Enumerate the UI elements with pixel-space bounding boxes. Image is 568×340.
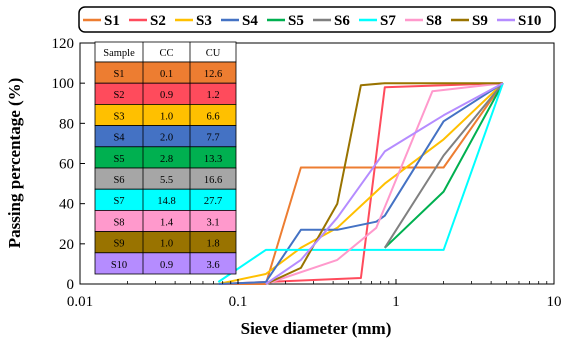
legend-label-s5: S5 <box>288 13 304 29</box>
table-cell: S10 <box>111 260 127 271</box>
table-cell: S8 <box>113 217 124 228</box>
series-line-s9 <box>265 82 503 285</box>
x-tick-label: 10 <box>547 294 562 310</box>
table-cell: S1 <box>113 69 124 80</box>
x-axis-title: Sieve diameter (mm) <box>241 319 392 338</box>
table-cell: 1.2 <box>206 90 219 101</box>
y-tick-label: 0 <box>67 277 75 293</box>
series-line-s3 <box>218 82 504 285</box>
cc-cu-table: Sample CC CU S1 0.1 12.6 S2 0.9 1.2 S3 1.0 6.6 S4 2.0… <box>94 41 237 275</box>
series-line-s6 <box>383 82 504 249</box>
table-cell: 1.4 <box>160 217 174 228</box>
series-layer <box>217 82 504 285</box>
x-tick-label: 1 <box>392 294 400 310</box>
table-cell: 3.1 <box>206 217 219 228</box>
series-line-s5 <box>384 82 504 249</box>
y-tick-label: 100 <box>52 76 75 92</box>
legend-label-s8: S8 <box>426 13 442 29</box>
table-cell: 0.9 <box>160 90 173 101</box>
table-cell: 2.0 <box>160 133 173 144</box>
x-tick-label: 0.1 <box>229 294 248 310</box>
y-tick-label: 20 <box>59 237 74 253</box>
legend-label-s9: S9 <box>472 13 488 29</box>
series-line-s10 <box>265 82 504 285</box>
table-cell: S5 <box>113 154 124 165</box>
table-cell: S2 <box>113 90 124 101</box>
table-cell: S4 <box>113 133 125 144</box>
legend-label-s1: S1 <box>104 13 120 29</box>
series-line-s4 <box>218 82 504 285</box>
y-tick-label: 120 <box>52 36 75 52</box>
table-cell: 0.9 <box>160 260 173 271</box>
series-line-s7 <box>217 82 504 283</box>
table-cell: 3.6 <box>206 260 219 271</box>
table-cell: 13.3 <box>204 154 222 165</box>
legend-label-s3: S3 <box>196 13 212 29</box>
legend-label-s6: S6 <box>334 13 350 29</box>
x-tick-label: 0.01 <box>67 294 93 310</box>
y-tick-label: 80 <box>59 116 74 132</box>
legend-label-s10: S10 <box>518 13 541 29</box>
series-line-s2 <box>218 82 503 285</box>
table-header-cell: CC <box>159 48 173 59</box>
table-cell: 1.8 <box>206 239 219 250</box>
table-cell: 27.7 <box>204 196 222 207</box>
table-cell: S7 <box>113 196 124 207</box>
table-cell: 2.8 <box>160 154 173 165</box>
table-cell: 6.6 <box>206 111 219 122</box>
series-line-s8 <box>265 82 504 285</box>
table-cell: 14.8 <box>157 196 175 207</box>
y-tick-label: 60 <box>59 157 74 173</box>
legend-label-s4: S4 <box>242 13 258 29</box>
table-cell: S6 <box>113 175 124 186</box>
table-cell: 7.7 <box>206 133 219 144</box>
legend-label-s2: S2 <box>150 13 166 29</box>
legend-label-s7: S7 <box>380 13 396 29</box>
table-cell: 12.6 <box>204 69 222 80</box>
table-cell: 5.5 <box>160 175 173 186</box>
table-header-cell: Sample <box>103 48 135 59</box>
table-cell: 0.1 <box>160 69 173 80</box>
series-line-s1 <box>218 82 504 285</box>
y-axis-title: Passing percentage (%) <box>5 78 24 249</box>
legend: S1 S2 S3 S4 S5 S6 S7 S8 S9 S10 <box>78 6 556 33</box>
y-tick-label: 40 <box>59 197 74 213</box>
table-cell: 16.6 <box>204 175 222 186</box>
table-cell: S3 <box>113 111 124 122</box>
table-cell: S9 <box>113 239 124 250</box>
table-row-s10 <box>94 252 237 275</box>
table-header-cell: CU <box>206 48 221 59</box>
table-cell: 1.0 <box>160 111 173 122</box>
table-cell: 1.0 <box>160 239 173 250</box>
